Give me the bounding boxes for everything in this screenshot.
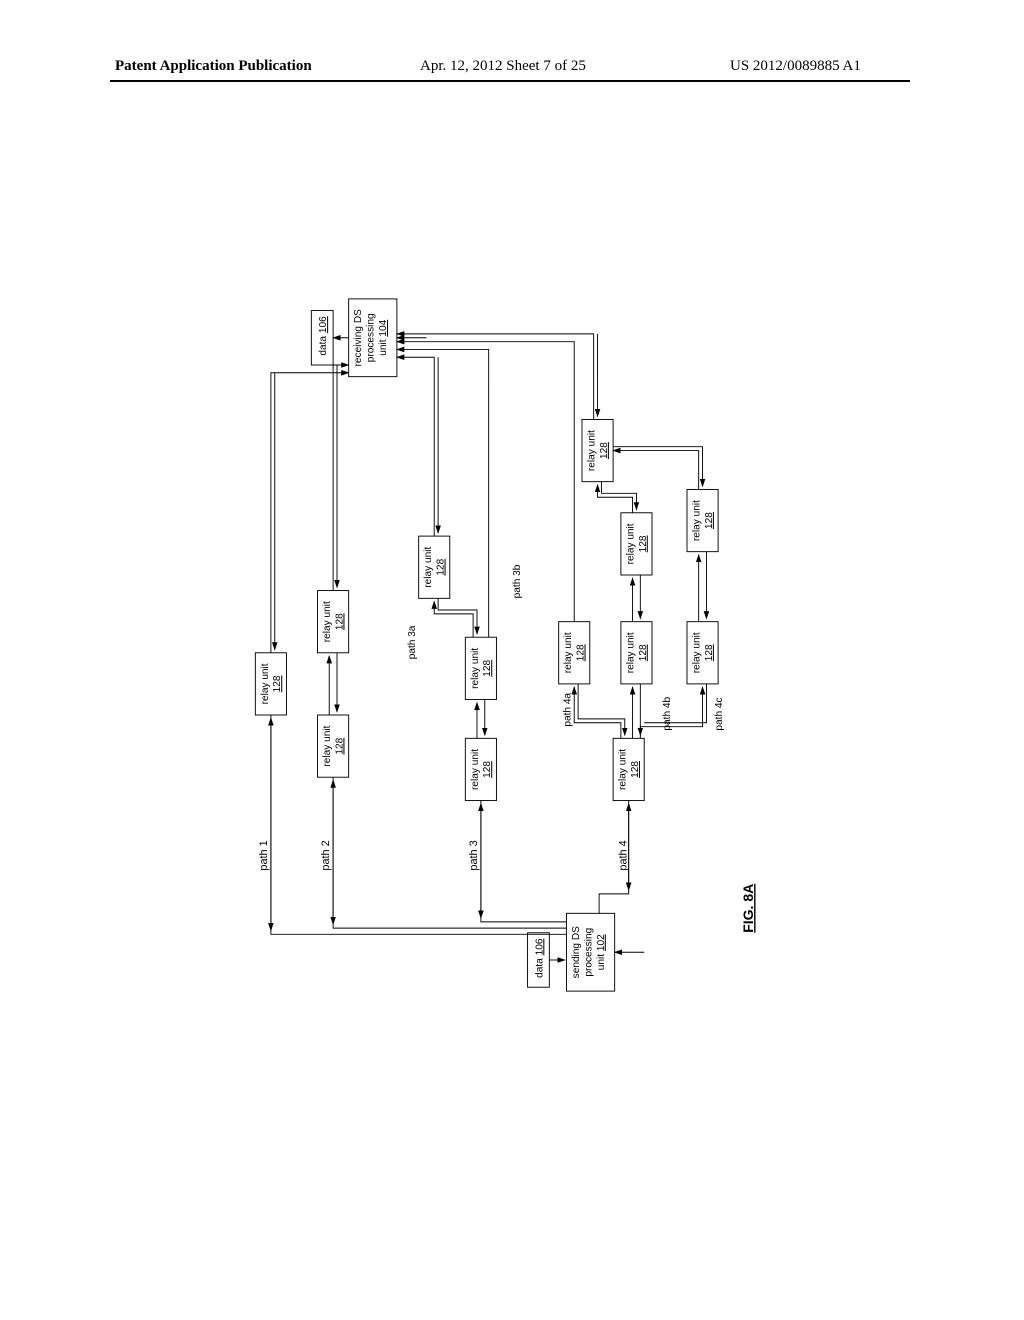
sending-l3: unit 102 xyxy=(596,934,607,970)
svg-text:128: 128 xyxy=(704,512,715,529)
svg-text:128: 128 xyxy=(630,761,641,778)
svg-text:relay unit: relay unit xyxy=(625,632,636,673)
path3b-label: path 3b xyxy=(512,564,523,598)
relay-p3-2: relay unit 128 xyxy=(465,637,496,699)
svg-text:128: 128 xyxy=(272,675,283,692)
page: Patent Application Publication Apr. 12, … xyxy=(0,0,1024,1320)
path3a-label: path 3a xyxy=(407,625,418,659)
svg-text:128: 128 xyxy=(436,558,447,575)
svg-text:relay unit: relay unit xyxy=(260,663,271,704)
sending-l1: sending DS xyxy=(571,926,582,979)
svg-text:128: 128 xyxy=(334,613,345,630)
relay-p4c-2: relay unit 128 xyxy=(687,489,718,551)
page-header: Patent Application Publication Apr. 12, … xyxy=(0,58,1024,88)
relay-p3-1: relay unit 128 xyxy=(465,738,496,800)
svg-text:128: 128 xyxy=(599,442,610,459)
path4-label: path 4 xyxy=(617,840,629,870)
svg-text:relay unit: relay unit xyxy=(625,523,636,564)
svg-text:128: 128 xyxy=(482,660,493,677)
recv-l1: receiving DS xyxy=(353,309,364,367)
relay-p4b-2: relay unit 128 xyxy=(621,513,652,575)
svg-text:relay unit: relay unit xyxy=(691,500,702,541)
figure-label: FIG. 8A xyxy=(740,884,756,933)
relay-p4b-1: relay unit 128 xyxy=(621,622,652,684)
header-left: Patent Application Publication xyxy=(115,58,312,75)
recv-l3: unit 104 xyxy=(378,319,389,355)
svg-text:relay unit: relay unit xyxy=(563,632,574,673)
header-mid: Apr. 12, 2012 Sheet 7 of 25 xyxy=(420,58,586,75)
recv-l2: processing xyxy=(366,313,377,362)
sending-l2: processing xyxy=(583,928,594,977)
header-rule xyxy=(110,80,910,82)
relay-p4-1: relay unit 128 xyxy=(613,738,644,800)
diagram: data 106 sending DS processing unit 102 … xyxy=(62,295,962,995)
svg-text:128: 128 xyxy=(576,644,587,661)
svg-text:relay unit: relay unit xyxy=(423,547,434,588)
svg-text:relay unit: relay unit xyxy=(586,430,597,471)
svg-text:relay unit: relay unit xyxy=(691,632,702,673)
svg-text:128: 128 xyxy=(704,644,715,661)
svg-text:relay unit: relay unit xyxy=(322,725,333,766)
svg-text:128: 128 xyxy=(638,535,649,552)
svg-text:relay unit: relay unit xyxy=(618,749,629,790)
relay-p2a: relay unit 128 xyxy=(318,715,349,777)
svg-text:128: 128 xyxy=(482,761,493,778)
svg-text:relay unit: relay unit xyxy=(470,648,481,689)
path1-label: path 1 xyxy=(258,840,270,870)
path2-label: path 2 xyxy=(320,840,332,870)
path4b-label: path 4b xyxy=(662,696,673,730)
diagram-svg: data 106 sending DS processing unit 102 … xyxy=(62,295,962,995)
relay-p4c-1: relay unit 128 xyxy=(687,622,718,684)
relay-p3a: relay unit 128 xyxy=(419,536,450,598)
relay-p4a: relay unit 128 xyxy=(559,622,590,684)
svg-text:128: 128 xyxy=(334,737,345,754)
path3-label: path 3 xyxy=(468,840,480,870)
header-right: US 2012/0089885 A1 xyxy=(730,58,861,75)
path4a-label: path 4a xyxy=(562,693,573,727)
path4c-label: path 4c xyxy=(714,697,725,730)
relay-p2b: relay unit 128 xyxy=(318,591,349,653)
data-label-right: data 106 xyxy=(318,316,329,356)
svg-text:relay unit: relay unit xyxy=(470,749,481,790)
relay-p4b-3: relay unit 128 xyxy=(582,419,613,481)
relay-p1: relay unit 128 xyxy=(255,653,286,715)
svg-text:relay unit: relay unit xyxy=(322,601,333,642)
data-label-left: data 106 xyxy=(534,938,545,978)
svg-text:128: 128 xyxy=(638,644,649,661)
